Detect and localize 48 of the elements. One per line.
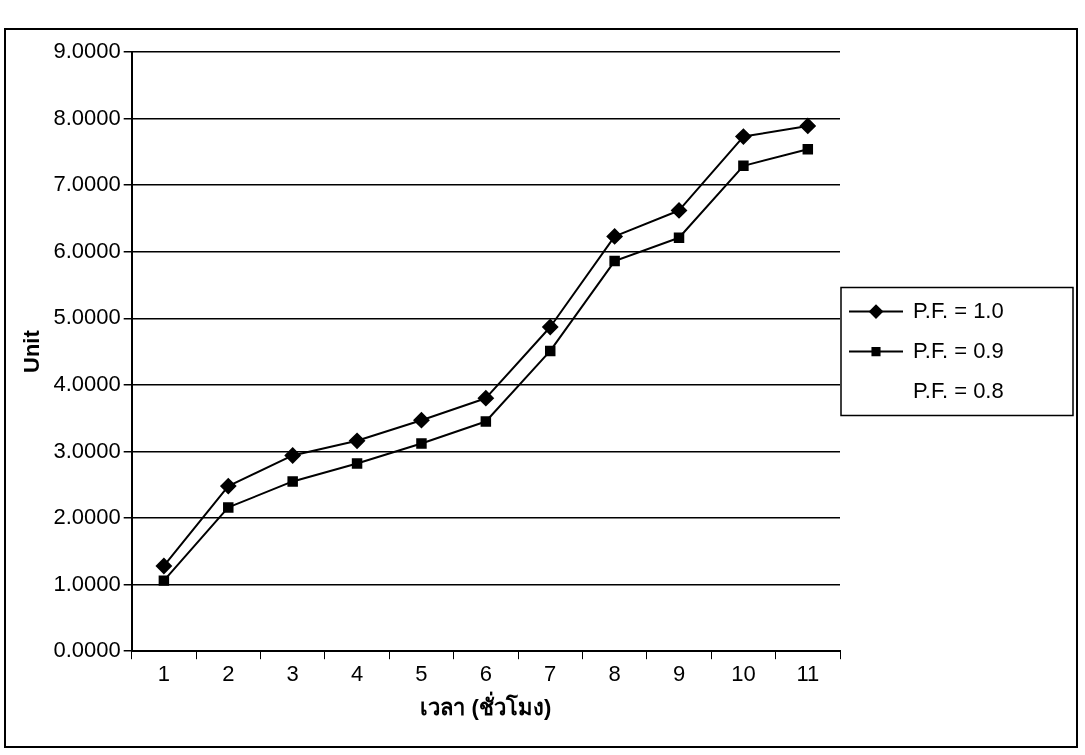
y-tick-label: 0.0000 xyxy=(53,637,121,663)
point xyxy=(799,117,816,134)
point xyxy=(609,255,620,267)
point xyxy=(606,228,623,245)
y-tick-label: 5.0000 xyxy=(53,304,121,330)
point xyxy=(477,390,494,407)
x-tick-label: 1 xyxy=(157,661,171,687)
point xyxy=(413,412,430,429)
point xyxy=(673,232,685,243)
y-tick-label: 1.0000 xyxy=(53,570,121,596)
legend-label: P.F. = 0.9 xyxy=(913,337,1004,363)
point xyxy=(351,458,363,469)
point xyxy=(155,557,172,574)
y-tick-label: 4.0000 xyxy=(53,370,121,396)
x-tick-label: 11 xyxy=(796,661,820,687)
text: P.F. = 0.8 xyxy=(913,377,1004,403)
point xyxy=(349,432,366,449)
point xyxy=(287,476,298,487)
point xyxy=(220,478,237,495)
y-tick-label: 6.0000 xyxy=(53,237,121,263)
x-tick-label: 2 xyxy=(222,661,235,687)
x-axis-title: เวลา (ชั่วโมง) xyxy=(420,690,552,720)
point xyxy=(544,345,556,357)
point xyxy=(158,575,170,586)
x-tick-label: 5 xyxy=(415,661,428,687)
x-tick-label: 8 xyxy=(608,661,621,687)
point xyxy=(416,438,427,449)
point xyxy=(284,447,301,464)
x-tick-label: 4 xyxy=(350,661,364,687)
point xyxy=(223,502,234,513)
y-tick-label: 2.0000 xyxy=(53,504,121,530)
y-tick-label: 9.0000 xyxy=(53,38,121,64)
point xyxy=(735,128,752,145)
y-tick-label: 3.0000 xyxy=(53,437,121,463)
point xyxy=(480,416,492,427)
x-tick-label: 3 xyxy=(286,661,299,687)
point xyxy=(802,143,814,155)
x-tick-label: 7 xyxy=(544,661,557,687)
y-axis-title: Unit xyxy=(19,329,45,373)
point xyxy=(542,318,559,335)
point xyxy=(671,202,688,219)
point xyxy=(738,160,749,172)
y-tick-label: 7.0000 xyxy=(53,171,121,197)
x-tick-label: 9 xyxy=(672,661,686,687)
x-tick-label: 6 xyxy=(479,661,492,687)
x-tick-label: 10 xyxy=(731,661,756,687)
y-tick-label: 8.0000 xyxy=(53,104,121,130)
legend-label: P.F. = 1.0 xyxy=(913,297,1004,323)
